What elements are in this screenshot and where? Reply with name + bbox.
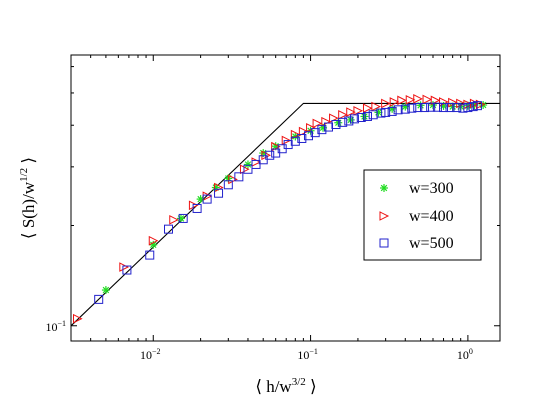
data-point [439,103,449,113]
legend-marker-w500 [379,238,389,248]
data-point [346,107,356,117]
data-point [452,103,462,113]
data-point [149,240,158,249]
data-point [119,262,129,272]
legend-label-w300: w=300 [409,180,454,197]
data-point [164,224,174,234]
legend-markers [379,184,390,248]
data-point [290,136,300,146]
data-point [73,313,83,324]
data-point [432,102,442,112]
legend: w=300 w=400 w=500 [363,169,482,261]
data-points-layer [73,94,488,324]
data-point [475,99,486,110]
data-point [148,235,159,246]
data-point [234,172,244,182]
data-point [362,103,373,114]
data-point [381,98,391,109]
data-point [297,133,307,143]
data-point [405,94,416,105]
data-point [331,120,341,130]
legend-marker-w300 [380,184,388,192]
data-point [306,122,316,133]
data-point [376,108,386,118]
data-point [344,116,354,126]
data-point [397,95,407,106]
legend-marker-w400 [379,211,390,221]
data-point [463,103,473,113]
data-point [362,111,372,121]
data-point [338,109,348,120]
data-point [353,105,364,116]
data-point [265,150,275,160]
data-point [349,114,359,124]
data-point [243,164,253,174]
plot-frame [70,54,501,342]
data-point [426,102,436,112]
data-point [422,94,433,105]
data-point [472,101,482,111]
legend-label-w400: w=400 [409,208,454,225]
data-point [420,103,430,113]
data-point [317,125,327,135]
data-point [281,135,292,146]
data-point [338,117,348,127]
x-tick-label: 100 [457,347,473,362]
data-point [400,104,410,114]
y-axis-label: ⟨ S(h)/w1/2 ⟩ [18,157,38,239]
data-point [371,101,381,112]
ticks-layer: 10−2 10−1 100 10−1 [45,55,500,362]
data-point [303,131,313,141]
axes [70,54,501,342]
data-point [251,159,261,169]
data-point [430,95,441,106]
x-axis-label: ⟨ h/w3/2 ⟩ [255,376,316,396]
data-point [323,122,333,132]
data-point [122,265,132,275]
data-point [389,97,400,107]
data-point [145,250,155,260]
data-point [413,94,423,104]
data-point [258,155,268,165]
data-point [393,105,403,115]
x-tick-label: 10−2 [140,347,161,362]
data-point [407,103,417,113]
data-point [381,107,391,117]
data-point [214,188,224,198]
legend-label-w500: w=500 [409,235,454,252]
data-point [192,203,202,213]
data-point [413,103,423,113]
series-w500 [94,101,482,304]
data-point [169,215,179,225]
data-point [176,214,185,223]
data-point [243,160,252,169]
data-point [312,118,323,129]
data-point [356,112,366,122]
data-point [101,286,110,295]
data-point [445,103,455,113]
data-point [387,106,397,116]
data-point [321,116,331,127]
data-point [94,294,104,304]
data-point [178,213,188,223]
data-point [223,180,233,190]
data-point [310,128,320,138]
data-point [290,129,301,140]
data-point [283,140,293,150]
data-point [202,194,212,204]
data-point [298,126,309,137]
x-tick-label: 10−1 [297,347,318,362]
y-tick-label: 10−1 [45,319,66,334]
data-point [458,103,468,113]
